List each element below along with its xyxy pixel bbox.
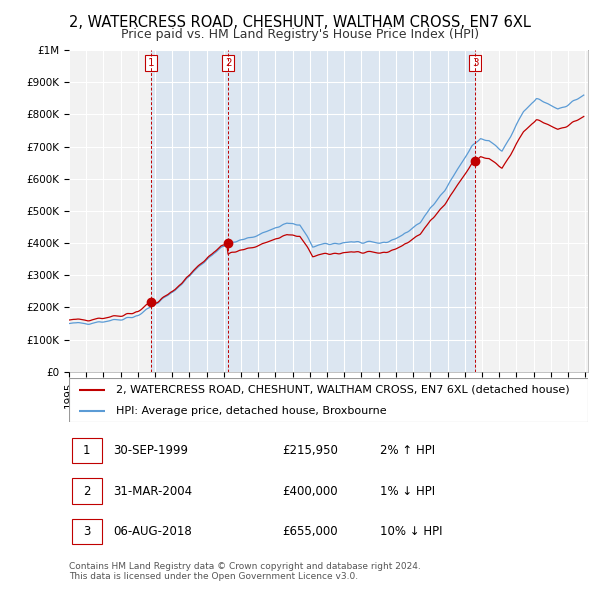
Text: 06-AUG-2018: 06-AUG-2018 [113,525,192,538]
Text: HPI: Average price, detached house, Broxbourne: HPI: Average price, detached house, Brox… [116,406,386,416]
Text: 10% ↓ HPI: 10% ↓ HPI [380,525,443,538]
Text: 1% ↓ HPI: 1% ↓ HPI [380,484,436,498]
Text: 2: 2 [225,58,232,68]
Text: 2, WATERCRESS ROAD, CHESHUNT, WALTHAM CROSS, EN7 6XL (detached house): 2, WATERCRESS ROAD, CHESHUNT, WALTHAM CR… [116,385,569,395]
Bar [151,50,228,372]
FancyBboxPatch shape [71,478,101,504]
Text: 31-MAR-2004: 31-MAR-2004 [113,484,192,498]
FancyBboxPatch shape [71,438,101,463]
Text: 30-SEP-1999: 30-SEP-1999 [113,444,188,457]
Text: 3: 3 [472,58,478,68]
Text: 3: 3 [83,525,91,538]
Text: £655,000: £655,000 [282,525,337,538]
Text: 2, WATERCRESS ROAD, CHESHUNT, WALTHAM CROSS, EN7 6XL: 2, WATERCRESS ROAD, CHESHUNT, WALTHAM CR… [69,15,531,30]
Text: £215,950: £215,950 [282,444,338,457]
Text: Contains HM Land Registry data © Crown copyright and database right 2024.: Contains HM Land Registry data © Crown c… [69,562,421,571]
Text: 2: 2 [83,484,91,498]
Text: This data is licensed under the Open Government Licence v3.0.: This data is licensed under the Open Gov… [69,572,358,581]
Bar [228,50,475,372]
FancyBboxPatch shape [71,519,101,545]
Text: £400,000: £400,000 [282,484,337,498]
Text: Price paid vs. HM Land Registry's House Price Index (HPI): Price paid vs. HM Land Registry's House … [121,28,479,41]
Text: 2% ↑ HPI: 2% ↑ HPI [380,444,436,457]
Text: 1: 1 [83,444,91,457]
Text: 1: 1 [148,58,154,68]
